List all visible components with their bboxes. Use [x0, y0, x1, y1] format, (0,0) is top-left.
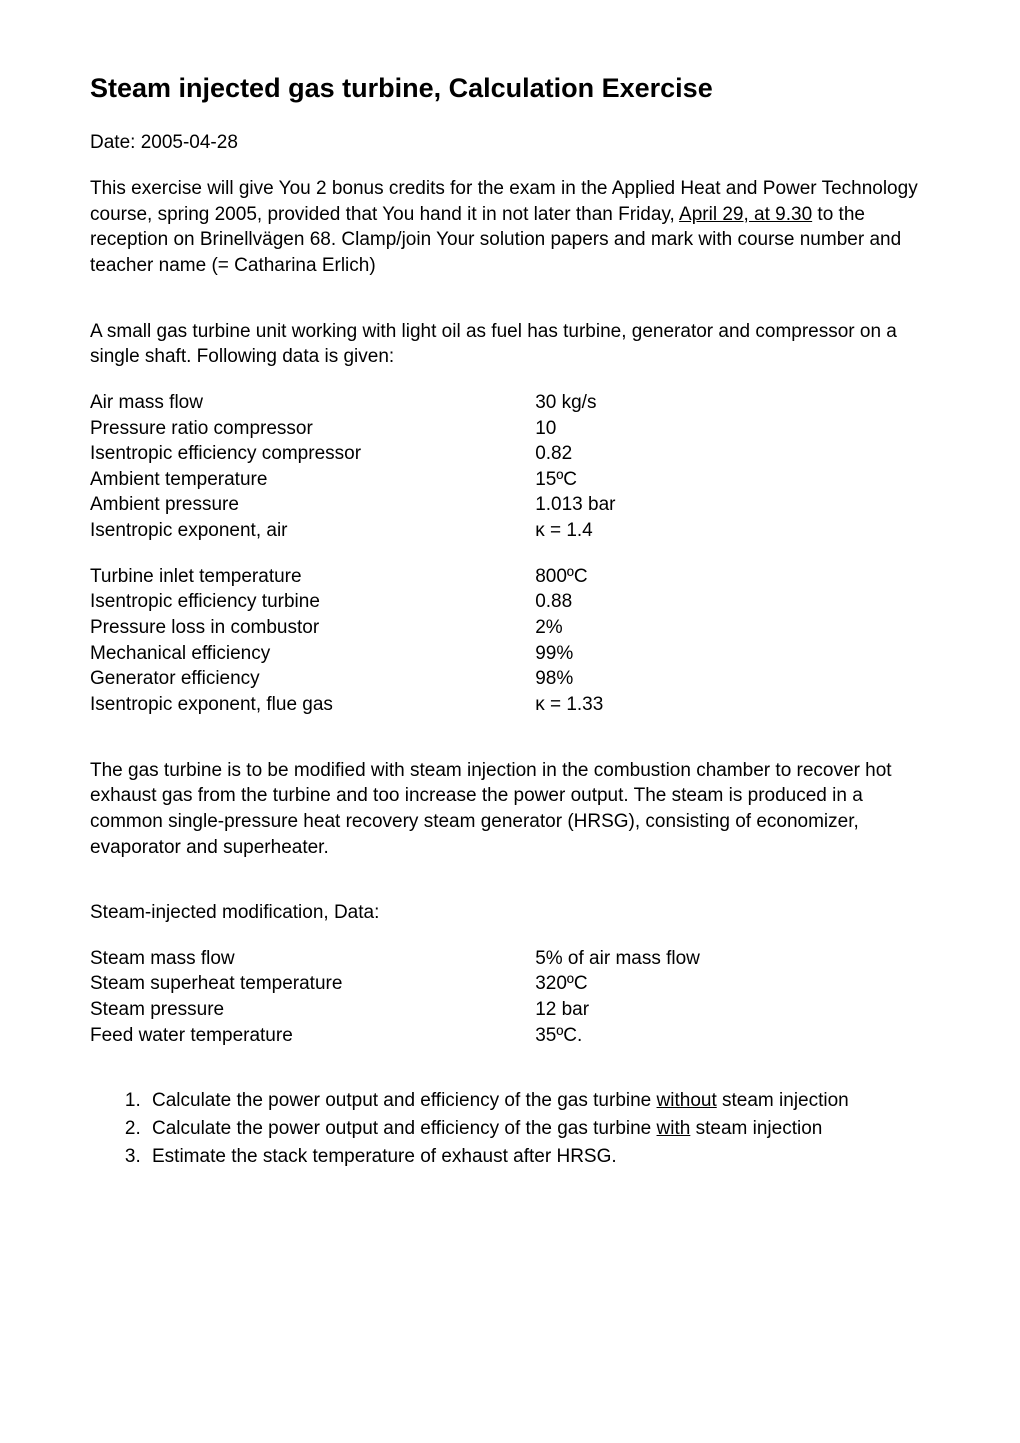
data-block-3: Steam mass flow5% of air mass flow Steam…	[90, 946, 930, 1049]
data-value: 98%	[535, 666, 930, 692]
data-block-2: Turbine inlet temperature800ºC Isentropi…	[90, 564, 930, 718]
table-row: Steam mass flow5% of air mass flow	[90, 946, 930, 972]
data-label: Steam superheat temperature	[90, 971, 535, 997]
table-row: Steam pressure12 bar	[90, 997, 930, 1023]
data-value: 30 kg/s	[535, 390, 930, 416]
gt-description: A small gas turbine unit working with li…	[90, 319, 930, 370]
data-label: Isentropic exponent, air	[90, 518, 535, 544]
list-item: Calculate the power output and efficienc…	[146, 1116, 930, 1142]
page-title: Steam injected gas turbine, Calculation …	[90, 70, 930, 106]
q2-text-b: steam injection	[690, 1118, 822, 1139]
table-row: Mechanical efficiency99%	[90, 641, 930, 667]
q2-text-a: Calculate the power output and efficienc…	[152, 1118, 657, 1139]
data-value: 12 bar	[535, 997, 930, 1023]
data-label: Feed water temperature	[90, 1023, 535, 1049]
data-label: Steam mass flow	[90, 946, 535, 972]
data-label: Isentropic exponent, flue gas	[90, 692, 535, 718]
table-row: Ambient pressure1.013 bar	[90, 492, 930, 518]
data-value: κ = 1.4	[535, 518, 930, 544]
list-item: Calculate the power output and efficienc…	[146, 1088, 930, 1114]
data-label: Generator efficiency	[90, 666, 535, 692]
data-value: 0.82	[535, 441, 930, 467]
table-row: Turbine inlet temperature800ºC	[90, 564, 930, 590]
data-label: Isentropic efficiency compressor	[90, 441, 535, 467]
data-label: Pressure ratio compressor	[90, 416, 535, 442]
data-value: 320ºC	[535, 971, 930, 997]
data-value: 5% of air mass flow	[535, 946, 930, 972]
intro-paragraph: This exercise will give You 2 bonus cred…	[90, 176, 930, 279]
data-value: 99%	[535, 641, 930, 667]
data-value: 15ºC	[535, 467, 930, 493]
data-block-1: Air mass flow30 kg/s Pressure ratio comp…	[90, 390, 930, 544]
steam-data-heading: Steam-injected modification, Data:	[90, 900, 930, 926]
data-label: Mechanical efficiency	[90, 641, 535, 667]
data-value: 800ºC	[535, 564, 930, 590]
question-list: Calculate the power output and efficienc…	[90, 1088, 930, 1169]
table-row: Pressure loss in combustor2%	[90, 615, 930, 641]
table-row: Generator efficiency98%	[90, 666, 930, 692]
data-label: Pressure loss in combustor	[90, 615, 535, 641]
modification-description: The gas turbine is to be modified with s…	[90, 758, 930, 861]
data-label: Ambient temperature	[90, 467, 535, 493]
q1-underlined: without	[657, 1090, 717, 1111]
data-label: Isentropic efficiency turbine	[90, 589, 535, 615]
data-value: κ = 1.33	[535, 692, 930, 718]
q1-text-a: Calculate the power output and efficienc…	[152, 1090, 657, 1111]
data-value: 0.88	[535, 589, 930, 615]
table-row: Isentropic exponent, airκ = 1.4	[90, 518, 930, 544]
table-row: Isentropic efficiency compressor0.82	[90, 441, 930, 467]
q1-text-b: steam injection	[717, 1090, 849, 1111]
table-row: Air mass flow30 kg/s	[90, 390, 930, 416]
data-value: 2%	[535, 615, 930, 641]
data-value: 1.013 bar	[535, 492, 930, 518]
table-row: Feed water temperature35ºC.	[90, 1023, 930, 1049]
q2-underlined: with	[657, 1118, 691, 1139]
intro-deadline: April 29, at 9.30	[679, 204, 812, 225]
table-row: Pressure ratio compressor10	[90, 416, 930, 442]
q3-text: Estimate the stack temperature of exhaus…	[152, 1146, 617, 1167]
list-item: Estimate the stack temperature of exhaus…	[146, 1144, 930, 1170]
table-row: Steam superheat temperature320ºC	[90, 971, 930, 997]
data-label: Steam pressure	[90, 997, 535, 1023]
data-value: 35ºC.	[535, 1023, 930, 1049]
table-row: Ambient temperature15ºC	[90, 467, 930, 493]
table-row: Isentropic exponent, flue gasκ = 1.33	[90, 692, 930, 718]
table-row: Isentropic efficiency turbine0.88	[90, 589, 930, 615]
data-value: 10	[535, 416, 930, 442]
data-label: Ambient pressure	[90, 492, 535, 518]
data-label: Turbine inlet temperature	[90, 564, 535, 590]
date-line: Date: 2005-04-28	[90, 130, 930, 156]
data-label: Air mass flow	[90, 390, 535, 416]
